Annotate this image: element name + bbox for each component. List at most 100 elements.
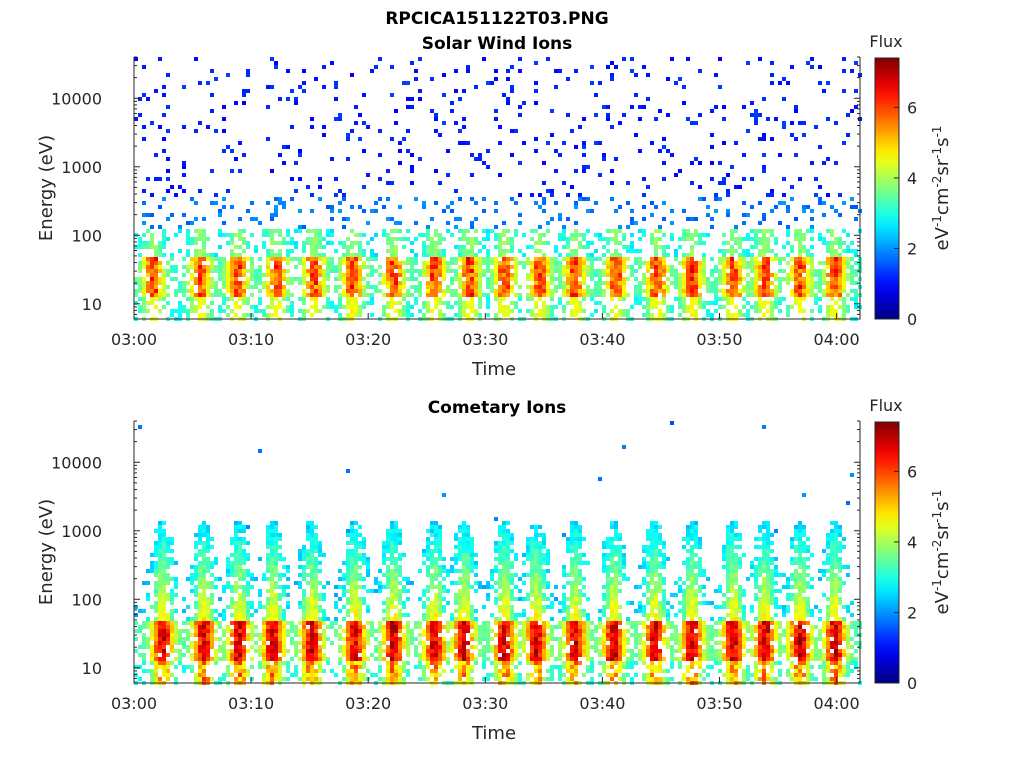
heat-cell <box>702 241 706 245</box>
heat-cell <box>502 257 506 261</box>
heat-cell <box>210 201 214 205</box>
heat-cell <box>278 637 282 641</box>
heat-cell <box>274 669 278 673</box>
heat-cell <box>746 249 750 253</box>
heat-cell <box>750 281 754 285</box>
heat-cell <box>206 125 210 129</box>
heat-cell <box>510 285 514 289</box>
heat-cell <box>234 281 238 285</box>
heat-cell <box>274 257 278 261</box>
heat-cell <box>182 293 186 297</box>
heat-cell <box>386 629 390 633</box>
heat-cell <box>394 581 398 585</box>
heat-cell <box>178 649 182 653</box>
heat-cell <box>362 665 366 669</box>
heat-cell <box>334 629 338 633</box>
heat-cell <box>242 589 246 593</box>
heat-cell <box>714 209 718 213</box>
heat-cell <box>178 313 182 317</box>
heat-cell <box>834 241 838 245</box>
heat-cell <box>466 257 470 261</box>
heat-cell <box>578 257 582 261</box>
heat-cell <box>470 253 474 257</box>
heat-cell <box>270 541 274 545</box>
heat-cell <box>554 285 558 289</box>
heat-cell <box>310 289 314 293</box>
heat-cell <box>570 273 574 277</box>
heat-cell <box>190 641 194 645</box>
heat-cell <box>722 265 726 269</box>
heat-cell <box>818 281 822 285</box>
heat-cell <box>226 233 230 237</box>
heat-cell <box>194 265 198 269</box>
heat-cell <box>146 273 150 277</box>
heat-cell <box>746 289 750 293</box>
heat-cell <box>310 625 314 629</box>
heat-cell <box>194 593 198 597</box>
heat-cell <box>350 621 354 625</box>
heat-cell <box>298 209 302 213</box>
heat-cell <box>762 213 766 217</box>
heat-cell <box>386 273 390 277</box>
heat-cell <box>230 261 234 265</box>
heat-cell <box>350 541 354 545</box>
heat-cell <box>694 309 698 313</box>
heat-cell <box>590 273 594 277</box>
heat-cell <box>782 193 786 197</box>
heat-cell <box>286 269 290 273</box>
heat-cell <box>278 613 282 617</box>
heat-cell <box>458 285 462 289</box>
heat-cell <box>350 281 354 285</box>
heat-cell <box>350 673 354 677</box>
heat-cell <box>286 633 290 637</box>
heat-cell <box>494 261 498 265</box>
heat-cell <box>250 605 254 609</box>
heat-cell <box>434 249 438 253</box>
heat-cell <box>250 577 254 581</box>
heat-cell <box>386 285 390 289</box>
heat-cell <box>502 93 506 97</box>
heat-cell <box>818 197 822 201</box>
heat-cell <box>266 533 270 537</box>
heat-cell <box>778 281 782 285</box>
heat-cell <box>274 285 278 289</box>
heat-cell <box>838 305 842 309</box>
heat-cell <box>294 645 298 649</box>
heat-cell <box>722 241 726 245</box>
heat-cell <box>266 557 270 561</box>
heat-cell <box>534 101 538 105</box>
heat-cell <box>198 529 202 533</box>
heat-cell <box>338 277 342 281</box>
heat-cell <box>662 253 666 257</box>
heat-cell <box>786 261 790 265</box>
heat-cell <box>602 261 606 265</box>
heat-cell <box>394 249 398 253</box>
heat-cell <box>318 633 322 637</box>
heat-cell <box>438 301 442 305</box>
heat-cell <box>310 269 314 273</box>
heat-cell <box>198 625 202 629</box>
heat-cell <box>274 253 278 257</box>
heat-cell <box>554 69 558 73</box>
heat-cell <box>702 253 706 257</box>
heat-cell <box>602 289 606 293</box>
heat-cell <box>266 637 270 641</box>
heat-cell <box>702 257 706 261</box>
heat-cell <box>166 261 170 265</box>
heat-cell <box>206 545 210 549</box>
heat-cell <box>826 229 830 233</box>
heat-cell <box>162 537 166 541</box>
heat-cell <box>574 293 578 297</box>
heat-cell <box>306 521 310 525</box>
heat-cell <box>422 629 426 633</box>
heat-cell <box>674 285 678 289</box>
heat-cell <box>242 541 246 545</box>
heat-cell <box>238 297 242 301</box>
heat-cell <box>394 289 398 293</box>
heat-cell <box>538 273 542 277</box>
heat-cell <box>310 613 314 617</box>
heat-cell <box>666 77 670 81</box>
heat-cell <box>310 577 314 581</box>
heat-cell <box>270 581 274 585</box>
heat-cell <box>514 261 518 265</box>
